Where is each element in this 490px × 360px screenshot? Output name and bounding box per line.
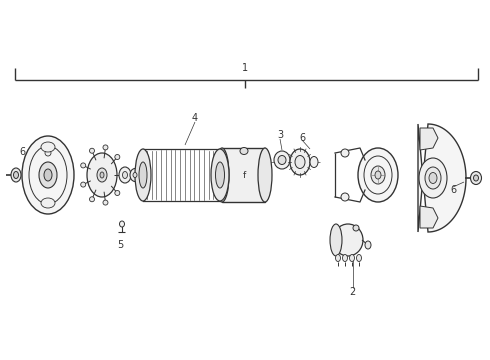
Ellipse shape — [39, 162, 57, 188]
Ellipse shape — [470, 171, 482, 185]
Text: 6: 6 — [19, 147, 25, 157]
Ellipse shape — [139, 162, 147, 188]
Ellipse shape — [41, 142, 55, 152]
Ellipse shape — [330, 224, 342, 256]
Text: 2: 2 — [349, 287, 355, 297]
Ellipse shape — [274, 151, 290, 169]
Ellipse shape — [278, 156, 286, 165]
Ellipse shape — [130, 168, 140, 181]
Text: 5: 5 — [117, 240, 123, 250]
Ellipse shape — [100, 172, 104, 178]
Ellipse shape — [211, 149, 229, 201]
Ellipse shape — [215, 148, 229, 202]
Ellipse shape — [81, 182, 86, 187]
Ellipse shape — [90, 197, 95, 202]
Polygon shape — [418, 124, 466, 232]
Ellipse shape — [341, 193, 349, 201]
Ellipse shape — [90, 148, 95, 153]
Ellipse shape — [375, 171, 381, 179]
Ellipse shape — [371, 166, 385, 184]
Ellipse shape — [258, 148, 272, 202]
Ellipse shape — [349, 255, 354, 261]
Ellipse shape — [365, 241, 371, 249]
Text: f: f — [243, 171, 245, 180]
Ellipse shape — [425, 167, 441, 189]
Ellipse shape — [357, 255, 362, 261]
Text: 6: 6 — [450, 185, 456, 195]
Ellipse shape — [419, 158, 447, 198]
Ellipse shape — [97, 168, 107, 182]
Ellipse shape — [119, 167, 131, 183]
Ellipse shape — [133, 172, 137, 177]
Ellipse shape — [120, 172, 124, 177]
Ellipse shape — [41, 198, 55, 208]
Ellipse shape — [11, 168, 21, 182]
Polygon shape — [420, 206, 438, 228]
Text: 6: 6 — [299, 133, 305, 143]
Ellipse shape — [336, 255, 341, 261]
Ellipse shape — [240, 148, 248, 154]
Ellipse shape — [341, 149, 349, 157]
Ellipse shape — [14, 171, 19, 179]
Ellipse shape — [103, 200, 108, 205]
Ellipse shape — [473, 175, 479, 181]
Ellipse shape — [115, 154, 120, 159]
Ellipse shape — [122, 171, 127, 179]
Ellipse shape — [87, 153, 117, 197]
Bar — [222, 148, 265, 202]
Text: 1: 1 — [242, 63, 248, 73]
Text: 4: 4 — [192, 113, 198, 123]
Ellipse shape — [353, 225, 359, 231]
Ellipse shape — [310, 157, 318, 167]
Ellipse shape — [45, 150, 51, 156]
Ellipse shape — [135, 149, 151, 201]
Ellipse shape — [333, 224, 363, 256]
Ellipse shape — [295, 156, 305, 168]
Text: 3: 3 — [277, 130, 283, 140]
Ellipse shape — [81, 163, 86, 168]
Ellipse shape — [115, 190, 120, 195]
Ellipse shape — [44, 169, 52, 181]
Ellipse shape — [120, 221, 124, 227]
Ellipse shape — [358, 148, 398, 202]
Polygon shape — [420, 128, 438, 150]
Ellipse shape — [343, 255, 347, 261]
Ellipse shape — [429, 172, 437, 184]
Ellipse shape — [22, 136, 74, 214]
Ellipse shape — [103, 145, 108, 150]
Ellipse shape — [216, 162, 224, 188]
Ellipse shape — [290, 149, 310, 175]
